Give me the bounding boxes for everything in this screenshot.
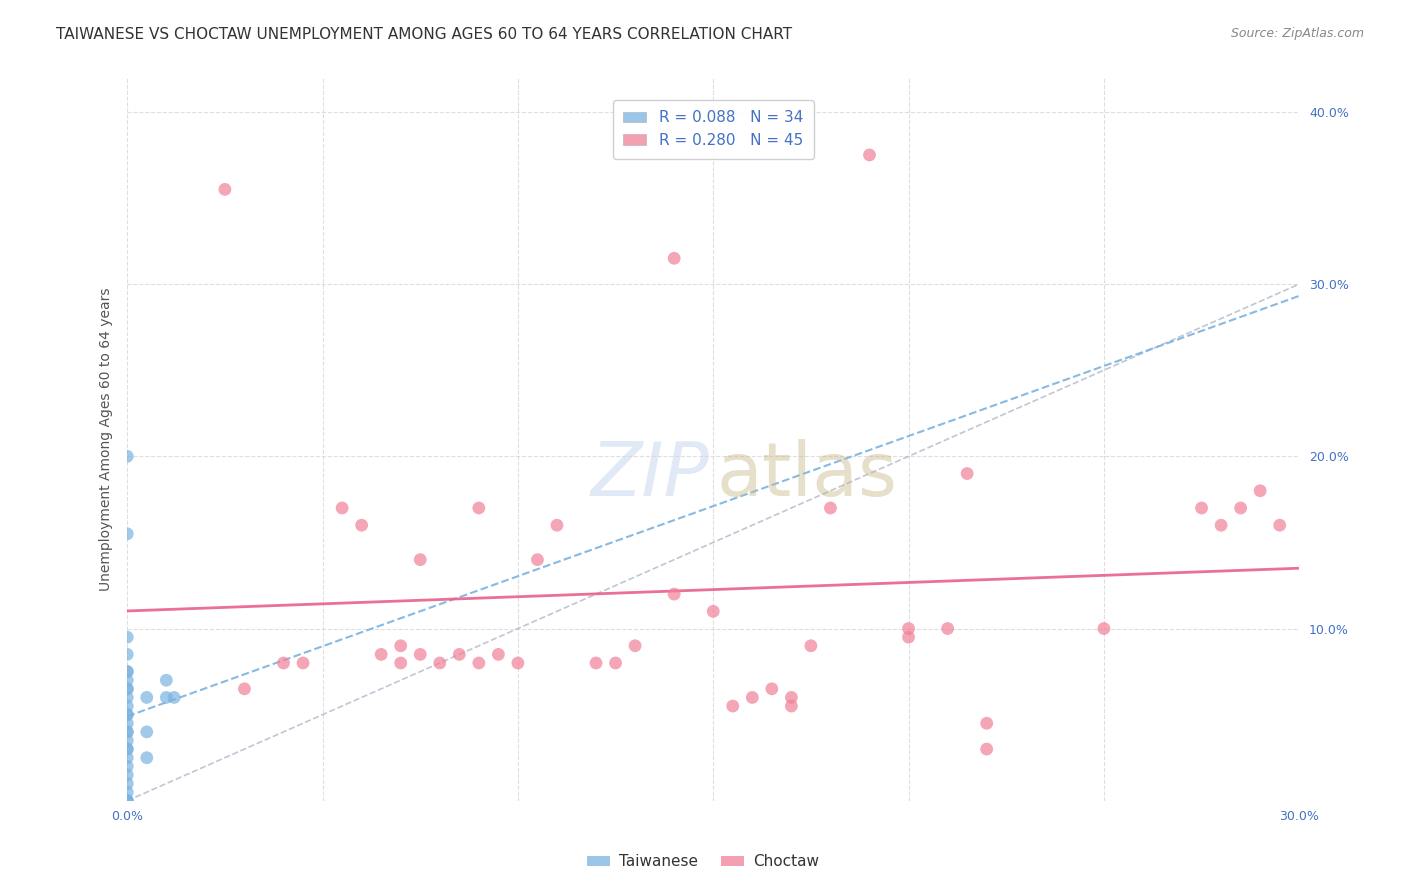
Point	[409, 552, 432, 566]
Point	[1229, 500, 1251, 515]
Point	[117, 665, 139, 679]
Y-axis label: Unemployment Among Ages 60 to 64 years: Unemployment Among Ages 60 to 64 years	[100, 287, 114, 591]
Point	[1268, 518, 1291, 533]
Point	[800, 639, 823, 653]
Point	[409, 648, 432, 662]
Point	[117, 673, 139, 688]
Point	[135, 750, 157, 764]
Point	[117, 802, 139, 816]
Point	[117, 785, 139, 799]
Point	[155, 690, 177, 705]
Point	[897, 622, 920, 636]
Point	[662, 587, 685, 601]
Point	[117, 707, 139, 722]
Text: TAIWANESE VS CHOCTAW UNEMPLOYMENT AMONG AGES 60 TO 64 YEARS CORRELATION CHART: TAIWANESE VS CHOCTAW UNEMPLOYMENT AMONG …	[56, 27, 793, 42]
Point	[135, 690, 157, 705]
Point	[1191, 500, 1213, 515]
Point	[761, 681, 783, 696]
Point	[741, 690, 763, 705]
Point	[117, 681, 139, 696]
Point	[449, 648, 471, 662]
Point	[468, 656, 491, 670]
Point	[1092, 622, 1115, 636]
Point	[662, 252, 685, 266]
Legend: R = 0.088   N = 34, R = 0.280   N = 45: R = 0.088 N = 34, R = 0.280 N = 45	[613, 100, 814, 159]
Point	[526, 552, 548, 566]
Point	[897, 630, 920, 644]
Point	[117, 768, 139, 782]
Text: ZIP: ZIP	[591, 439, 710, 511]
Point	[273, 656, 295, 670]
Point	[117, 776, 139, 790]
Point	[468, 500, 491, 515]
Legend: Taiwanese, Choctaw: Taiwanese, Choctaw	[581, 848, 825, 875]
Point	[117, 794, 139, 808]
Point	[117, 724, 139, 739]
Point	[370, 648, 392, 662]
Point	[585, 656, 607, 670]
Point	[624, 639, 647, 653]
Point	[292, 656, 315, 670]
Point	[233, 681, 256, 696]
Point	[117, 450, 139, 464]
Point	[117, 690, 139, 705]
Point	[117, 707, 139, 722]
Point	[117, 681, 139, 696]
Point	[858, 148, 880, 162]
Point	[350, 518, 373, 533]
Point	[117, 716, 139, 731]
Point	[214, 182, 236, 196]
Point	[117, 733, 139, 747]
Point	[117, 630, 139, 644]
Point	[117, 665, 139, 679]
Point	[780, 699, 803, 714]
Point	[117, 794, 139, 808]
Point	[1209, 518, 1232, 533]
Point	[135, 724, 157, 739]
Point	[546, 518, 568, 533]
Point	[117, 794, 139, 808]
Point	[389, 656, 412, 670]
Point	[721, 699, 744, 714]
Point	[117, 742, 139, 756]
Point	[506, 656, 529, 670]
Point	[976, 742, 998, 756]
Point	[486, 648, 509, 662]
Point	[429, 656, 451, 670]
Point	[936, 622, 959, 636]
Point	[330, 500, 353, 515]
Point	[1249, 483, 1271, 498]
Point	[389, 639, 412, 653]
Point	[117, 526, 139, 541]
Point	[117, 648, 139, 662]
Point	[117, 742, 139, 756]
Text: Source: ZipAtlas.com: Source: ZipAtlas.com	[1230, 27, 1364, 40]
Point	[956, 467, 979, 481]
Text: atlas: atlas	[717, 439, 898, 512]
Point	[976, 716, 998, 731]
Point	[702, 604, 724, 618]
Point	[117, 759, 139, 773]
Point	[117, 750, 139, 764]
Point	[155, 673, 177, 688]
Point	[780, 690, 803, 705]
Point	[163, 690, 186, 705]
Point	[605, 656, 627, 670]
Point	[820, 500, 842, 515]
Point	[117, 699, 139, 714]
Point	[117, 724, 139, 739]
